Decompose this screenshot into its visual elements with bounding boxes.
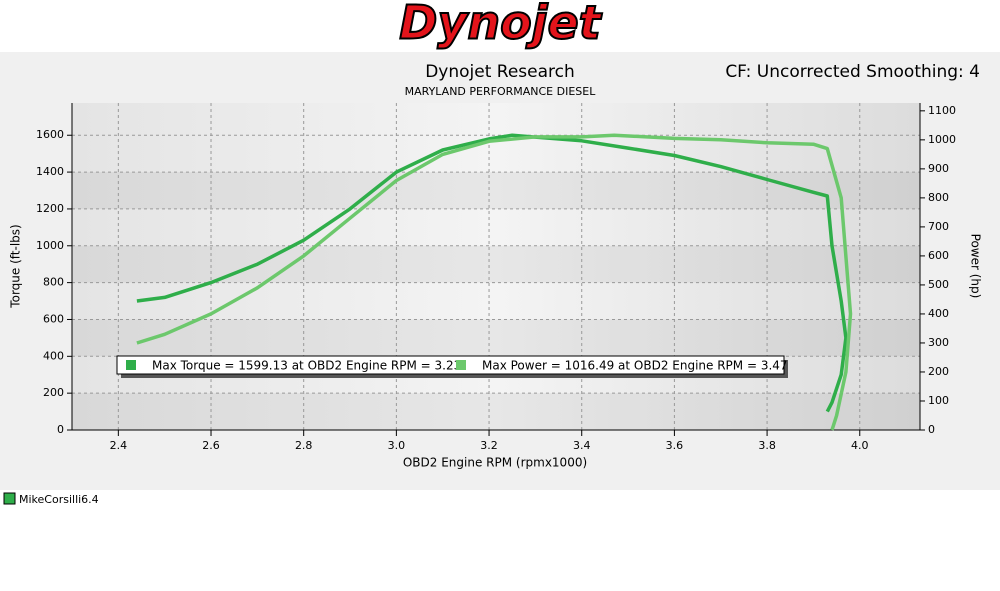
y-tick-label: 0 [57, 423, 64, 436]
y-tick-label: 800 [43, 276, 64, 289]
grid-band [72, 245, 920, 283]
chart-title: Dynojet Research [425, 62, 575, 82]
x-tick-label: 3.0 [388, 439, 406, 452]
y-tick-label: 600 [43, 312, 64, 325]
x-tick-label: 2.4 [110, 439, 128, 452]
y2-tick-label: 500 [928, 278, 949, 291]
x-tick-label: 2.6 [202, 439, 220, 452]
y-tick-label: 200 [43, 386, 64, 399]
logo: Dynojet [399, 0, 602, 50]
y2-tick-label: 200 [928, 365, 949, 378]
y-tick-label: 1000 [36, 239, 64, 252]
series-line [136, 133, 848, 413]
y2-tick-label: 1000 [928, 133, 956, 146]
annotation-swatch [456, 360, 466, 370]
y-tick-label: 1600 [36, 128, 64, 141]
y-axis-label: Torque (ft-lbs) [9, 224, 23, 308]
legend-label: MikeCorsilli6.4 [19, 493, 99, 506]
annotation-box [116, 355, 785, 375]
y-tick-label: 1400 [36, 165, 64, 178]
y2-tick-label: 900 [928, 162, 949, 175]
x-tick-label: 4.0 [851, 439, 869, 452]
series-line [136, 133, 853, 431]
grid-band [72, 172, 920, 209]
y-tick-label: 400 [43, 349, 64, 362]
y2-tick-label: 800 [928, 191, 949, 204]
x-axis-label: OBD2 Engine RPM (rpmx1000) [403, 456, 587, 470]
x-tick-label: 2.8 [295, 439, 313, 452]
x-tick-label: 3.4 [573, 439, 591, 452]
y2-tick-label: 1100 [928, 104, 956, 117]
x-tick-label: 3.6 [666, 439, 684, 452]
annotation-swatch [126, 360, 136, 370]
y2-tick-label: 700 [928, 220, 949, 233]
y2-tick-label: 0 [928, 423, 935, 436]
y2-tick-label: 100 [928, 394, 949, 407]
y2-tick-label: 400 [928, 307, 949, 320]
x-tick-label: 3.8 [758, 439, 776, 452]
y2-tick-label: 300 [928, 336, 949, 349]
annotation: Max Torque = 1599.13 at OBD2 Engine RPM … [152, 359, 461, 373]
y2-tick-label: 600 [928, 249, 949, 262]
grid-band [72, 319, 920, 357]
y2-axis-label: Power (hp) [969, 234, 983, 299]
correction-label: CF: Uncorrected Smoothing: 4 [725, 62, 980, 82]
y-tick-label: 1200 [36, 202, 64, 215]
x-tick-label: 3.2 [480, 439, 498, 452]
grid-band [72, 393, 920, 430]
chart-subtitle: MARYLAND PERFORMANCE DIESEL [405, 85, 597, 98]
legend-swatch [3, 492, 16, 505]
annotation: Max Power = 1016.49 at OBD2 Engine RPM =… [482, 359, 788, 373]
